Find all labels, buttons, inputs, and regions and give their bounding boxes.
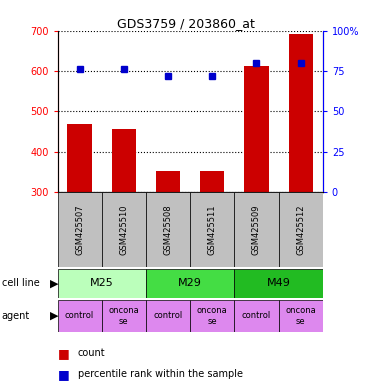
Bar xyxy=(234,192,279,267)
Text: ■: ■ xyxy=(58,347,69,360)
Text: control: control xyxy=(65,311,94,320)
Bar xyxy=(68,124,92,192)
Text: M49: M49 xyxy=(267,278,290,288)
Bar xyxy=(279,300,323,332)
Text: GDS3759 / 203860_at: GDS3759 / 203860_at xyxy=(116,17,255,30)
Bar xyxy=(279,192,323,267)
Bar xyxy=(190,300,234,332)
Text: control: control xyxy=(153,311,183,320)
Bar xyxy=(58,269,146,298)
Text: oncona
se: oncona se xyxy=(285,306,316,326)
Text: GSM425509: GSM425509 xyxy=(252,204,261,255)
Text: GSM425507: GSM425507 xyxy=(75,204,84,255)
Bar xyxy=(289,33,313,192)
Text: count: count xyxy=(78,348,105,358)
Bar xyxy=(190,192,234,267)
Bar xyxy=(156,171,180,192)
Text: ▶: ▶ xyxy=(50,311,58,321)
Text: GSM425511: GSM425511 xyxy=(208,204,217,255)
Bar xyxy=(146,269,234,298)
Bar xyxy=(58,300,102,332)
Bar xyxy=(244,66,269,192)
Bar xyxy=(102,192,146,267)
Text: percentile rank within the sample: percentile rank within the sample xyxy=(78,369,243,379)
Bar xyxy=(234,300,279,332)
Bar xyxy=(58,192,102,267)
Text: control: control xyxy=(242,311,271,320)
Text: cell line: cell line xyxy=(2,278,40,288)
Text: agent: agent xyxy=(2,311,30,321)
Bar xyxy=(112,129,136,192)
Text: M29: M29 xyxy=(178,278,202,288)
Bar xyxy=(146,300,190,332)
Text: ▶: ▶ xyxy=(50,278,58,288)
Bar xyxy=(200,171,224,192)
Text: GSM425512: GSM425512 xyxy=(296,204,305,255)
Bar xyxy=(234,269,323,298)
Bar xyxy=(146,192,190,267)
Text: oncona
se: oncona se xyxy=(197,306,228,326)
Text: oncona
se: oncona se xyxy=(108,306,139,326)
Bar xyxy=(102,300,146,332)
Text: M25: M25 xyxy=(90,278,114,288)
Text: GSM425510: GSM425510 xyxy=(119,204,128,255)
Text: GSM425508: GSM425508 xyxy=(164,204,173,255)
Text: ■: ■ xyxy=(58,368,69,381)
